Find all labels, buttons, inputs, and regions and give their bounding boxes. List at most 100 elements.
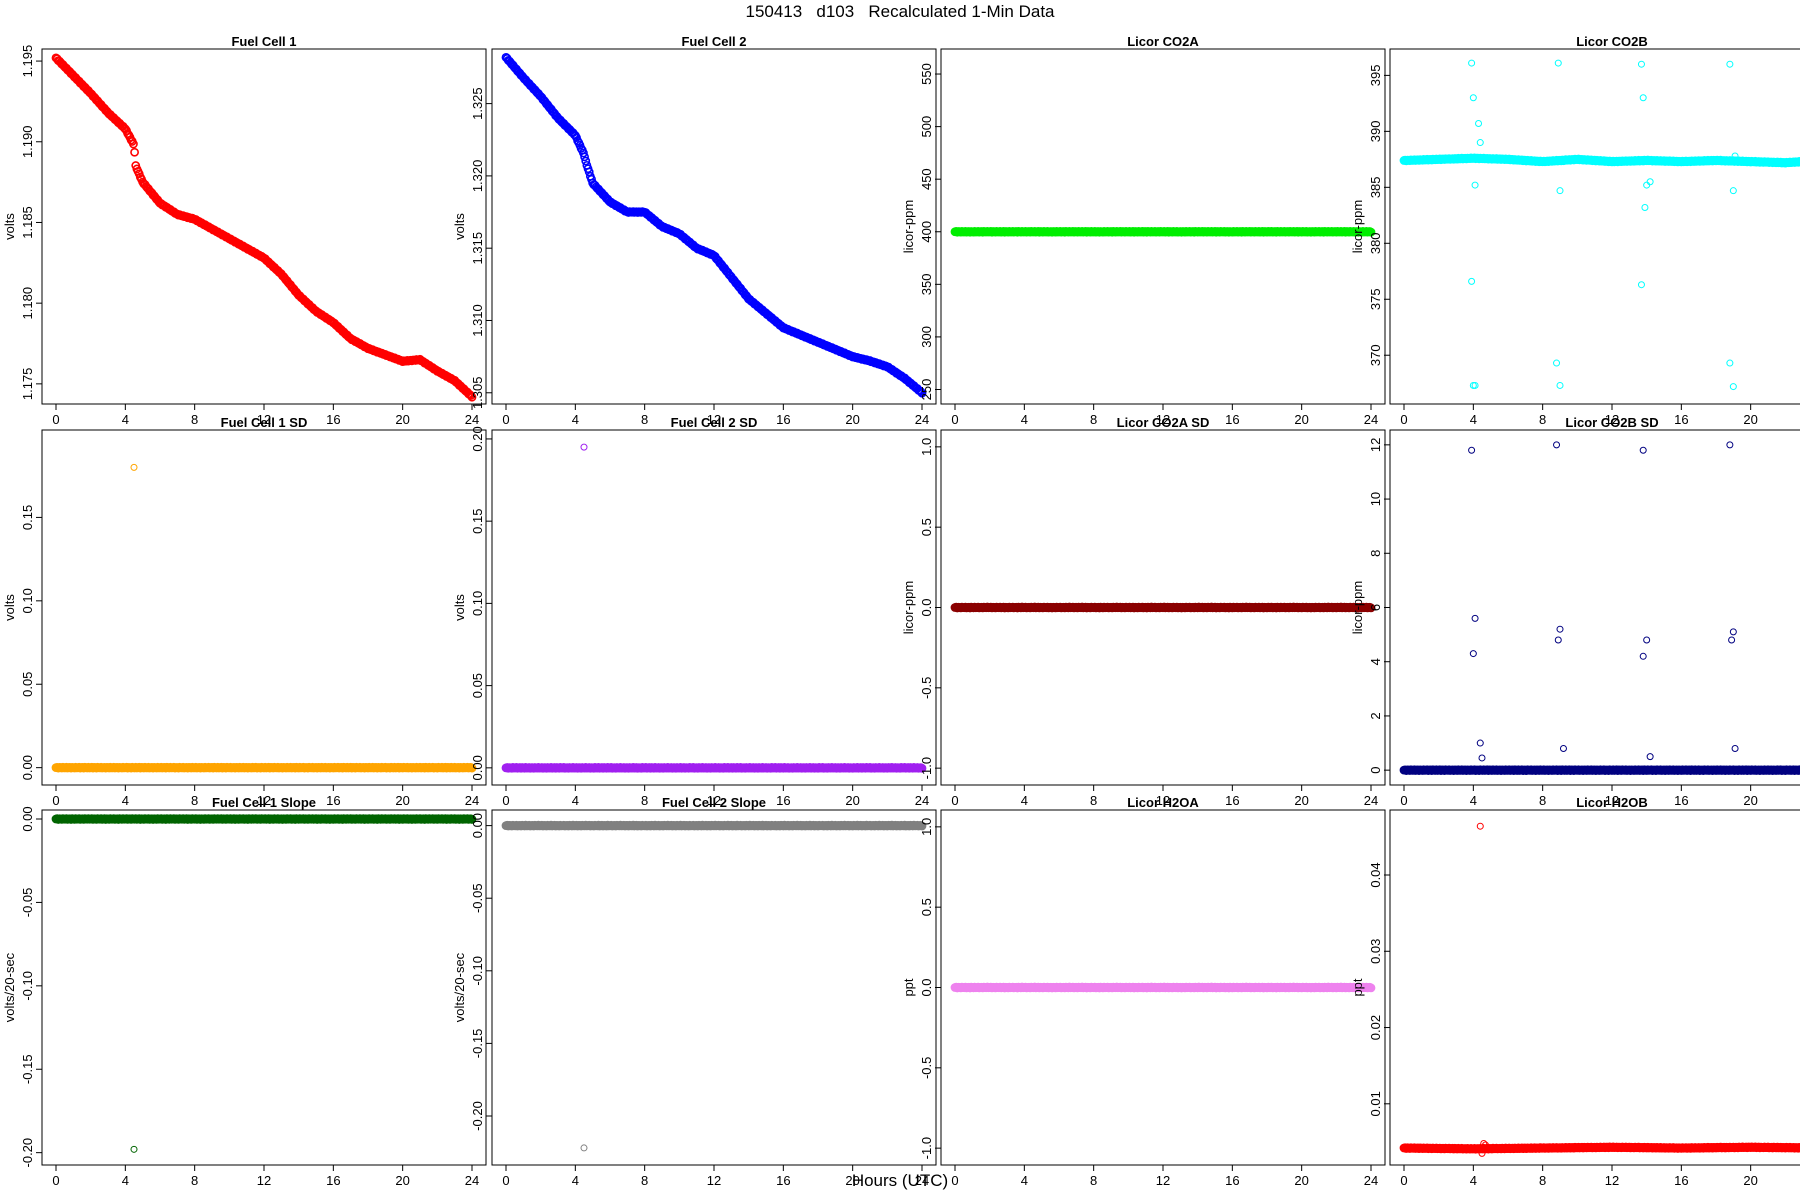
y-axis-label: volts [2,594,17,621]
y-tick-label: 6 [1368,604,1383,611]
panel-title: Licor CO2A SD [1117,415,1210,430]
data-points [950,982,1376,993]
y-axis-label: licor-ppm [901,581,916,634]
x-tick-label: 24 [465,412,479,427]
y-tick-label: 12 [1368,438,1383,452]
x-tick-label: 20 [1294,793,1308,808]
y-tick-label: 2 [1368,712,1383,719]
y-axis-label: licor-ppm [1350,200,1365,253]
y-axis-label: volts/20-sec [2,952,17,1022]
outlier-point [1646,753,1654,761]
data-point [579,148,588,158]
outlier-point [1471,381,1479,389]
outlier-point [1726,60,1734,68]
data-points [1399,59,1800,391]
y-axis-label: ppt [1350,978,1365,996]
y-tick-label: 10 [1368,492,1383,506]
y-tick-label: 1.175 [20,368,35,401]
y-tick-label: 0.15 [20,505,35,530]
outlier-point [1637,281,1645,289]
outlier-point [1554,59,1562,67]
y-tick-label: 350 [919,273,934,295]
x-tick-label: 20 [395,412,409,427]
data-point [1797,157,1800,166]
y-axis-label: ppt [901,978,916,996]
y-tick-label: 4 [1368,658,1383,665]
x-tick-label: 8 [191,412,198,427]
y-tick-label: 1.325 [470,87,485,120]
x-tick-label: 0 [1400,793,1407,808]
panel-title: Fuel Cell 2 SD [671,415,758,430]
data-point [130,147,139,157]
chart-panel: Licor CO2B SD04812162024024681012licor-p… [1350,415,1800,808]
x-tick-label: 24 [1364,412,1378,427]
x-tick-label: 12 [257,793,271,808]
y-tick-label: 450 [919,168,934,190]
x-tick-label: 24 [915,793,929,808]
outlier-point [1469,650,1477,658]
plot-frame [41,48,487,405]
plot-frame [940,48,1386,405]
y-tick-label: 0.00 [20,755,35,780]
page-title: 150413 d103 Recalculated 1-Min Data [745,2,1055,21]
x-tick-label: 4 [572,793,579,808]
x-tick-label: 24 [465,793,479,808]
outlier-point [1556,625,1564,633]
outlier-point [580,443,588,451]
outlier-point [1729,383,1737,391]
x-tick-label: 16 [1674,793,1688,808]
x-tick-label: 20 [845,412,859,427]
x-tick-label: 8 [1090,412,1097,427]
y-tick-label: 300 [919,326,934,348]
panel-title: Fuel Cell 1 Slope [212,795,316,810]
x-tick-label: 20 [395,793,409,808]
x-tick-label: 12 [1605,412,1619,427]
data-point [916,387,926,396]
x-tick-label: 8 [1090,793,1097,808]
x-tick-label: 12 [1156,412,1170,427]
x-tick-label: 20 [845,793,859,808]
panel-title: Licor H2OB [1576,795,1648,810]
x-tick-label: 4 [122,412,129,427]
x-tick-label: 12 [707,793,721,808]
data-point [467,392,477,402]
y-tick-label: 395 [1368,65,1383,87]
outlier-point [1556,187,1564,195]
x-tick-label: 16 [1225,793,1239,808]
panel-title: Fuel Cell 1 [231,34,296,49]
y-tick-label: 0.00 [470,755,485,780]
x-tick-label: 16 [326,412,340,427]
x-tick-label: 8 [1539,793,1546,808]
panel-title: Fuel Cell 1 SD [221,415,308,430]
y-tick-label: 385 [1368,176,1383,198]
x-tick-label: 20 [1743,412,1757,427]
outlier-point [1639,446,1647,454]
y-tick-label: -0.20 [20,1138,35,1168]
x-tick-label: 24 [1364,793,1378,808]
outlier-point [1641,203,1649,211]
x-tick-label: 0 [1400,412,1407,427]
y-tick-label: 390 [1368,121,1383,143]
outlier-point [1556,381,1564,389]
y-tick-label: 0.5 [919,898,934,916]
outlier-point [1471,181,1479,189]
data-points [1399,441,1800,775]
y-tick-label: -0.5 [919,1057,934,1079]
x-tick-label: 4 [1470,412,1477,427]
y-tick-label: 0.10 [470,591,485,616]
chart-panel: Licor CO2A SD0 4 8 12 16 20 24-1.0-0.50.00.51.… [901,415,1386,808]
outlier-point [580,1144,588,1152]
chart-panel: Fuel Cell 20 4 8 12 16 20 241.3051.3101.3151.3… [452,34,937,427]
outlier-point [1476,822,1484,830]
outlier-point [1643,181,1651,189]
data-points [501,52,927,398]
data-point [1798,157,1800,165]
y-tick-label: 8 [1368,550,1383,557]
x-tick-label: 16 [326,793,340,808]
outlier-point [1726,359,1734,367]
y-tick-label: 0.01 [1368,1091,1383,1116]
outlier-point [1469,94,1477,102]
y-tick-label: 1.320 [470,160,485,193]
